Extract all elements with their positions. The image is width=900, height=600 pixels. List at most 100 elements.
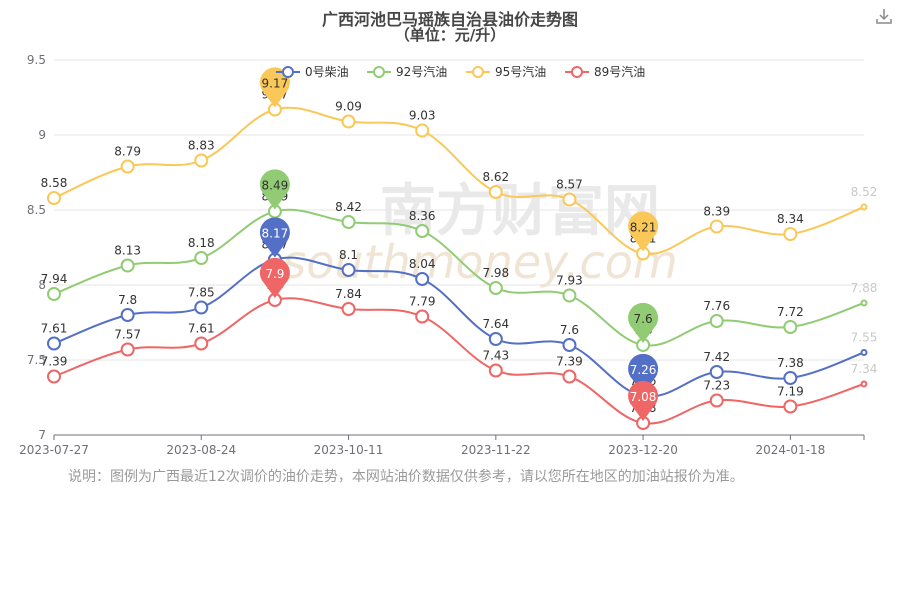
data-label: 9.09 — [335, 100, 362, 114]
data-point — [194, 251, 209, 265]
data-label: 7.6 — [560, 323, 579, 337]
chart-title: 广西河池巴马瑶族自治县油价走势图 — [321, 10, 578, 29]
data-point — [488, 363, 503, 378]
data-point — [120, 258, 135, 273]
data-point — [47, 191, 61, 205]
data-point — [709, 219, 724, 234]
legend-label: 89号汽油 — [594, 64, 645, 79]
data-point — [783, 399, 798, 414]
data-point — [415, 224, 430, 238]
data-label: 8.52 — [851, 185, 878, 199]
data-point — [47, 336, 61, 351]
legend-label: 95号汽油 — [495, 64, 546, 79]
min-pin-label: 8.21 — [630, 221, 657, 235]
x-tick-label: 2023-12-20 — [608, 443, 678, 457]
data-point — [783, 320, 798, 334]
data-label: 7.72 — [777, 305, 804, 319]
data-point — [194, 153, 209, 168]
extreme-pins: 8.17 7.26 8.49 7.6 9.17 8.21 7.9 7.08 — [259, 67, 659, 421]
data-label: 7.23 — [703, 379, 730, 393]
min-pin-label: 7.08 — [630, 390, 657, 404]
data-label: 7.94 — [41, 272, 68, 286]
data-label: 7.34 — [851, 362, 878, 376]
legend-marker — [373, 66, 385, 78]
data-label: 8.79 — [114, 145, 141, 159]
data-label: 7.61 — [188, 322, 215, 336]
data-label: 8.42 — [335, 200, 362, 214]
data-label: 7.76 — [703, 299, 730, 313]
data-label: 7.42 — [703, 350, 730, 364]
data-label: 8.83 — [188, 139, 215, 153]
data-point — [709, 393, 724, 408]
data-point — [341, 114, 356, 129]
min-pin — [628, 302, 659, 343]
data-label: 8.13 — [114, 244, 141, 258]
data-label: 8.58 — [41, 176, 68, 190]
chart-subtitle: （单位：元/升） — [394, 26, 506, 44]
data-label: 7.64 — [482, 317, 509, 331]
legend-label: 0号柴油 — [305, 65, 349, 79]
data-point — [562, 338, 577, 352]
footnote: 说明：图例为广西最近12次调价的油价走势，本网站油价数据仅供参考，请以您所在地区… — [68, 469, 744, 485]
x-tick-label: 2023-08-24 — [166, 443, 236, 457]
data-label: 7.98 — [482, 266, 509, 280]
min-pin-label: 7.6 — [634, 312, 653, 326]
data-label: 7.93 — [556, 274, 583, 288]
data-point — [860, 203, 868, 211]
data-point — [860, 299, 868, 307]
legend-item[interactable]: 92号汽油 — [367, 64, 447, 79]
data-label: 7.19 — [777, 385, 804, 399]
x-tick-label: 2024-01-18 — [755, 443, 825, 457]
data-label: 9.03 — [409, 109, 436, 123]
data-point — [120, 342, 135, 357]
data-label: 8.1 — [339, 248, 358, 262]
data-label: 7.55 — [851, 331, 878, 345]
max-pin-label: 7.9 — [265, 267, 284, 281]
y-tick-label: 7 — [38, 428, 46, 442]
legend-item[interactable]: 0号柴油 — [276, 65, 349, 79]
data-label: 8.04 — [409, 257, 436, 271]
min-pin-label: 7.26 — [630, 363, 657, 377]
data-label: 8.39 — [703, 205, 730, 219]
data-point — [415, 272, 430, 286]
data-point — [341, 302, 356, 316]
data-label: 8.36 — [409, 209, 436, 223]
legend-label: 92号汽油 — [396, 64, 447, 79]
max-pin — [259, 67, 290, 108]
data-label: 7.84 — [335, 287, 362, 301]
max-pin-label: 8.17 — [262, 227, 289, 241]
data-label: 7.79 — [409, 295, 436, 309]
legend-item[interactable]: 89号汽油 — [565, 64, 645, 79]
data-point — [341, 215, 356, 229]
max-pin — [259, 217, 290, 258]
max-pin-label: 9.17 — [262, 77, 289, 91]
download-icon[interactable] — [874, 6, 894, 26]
data-point — [194, 300, 209, 315]
y-tick-label: 8.5 — [27, 203, 46, 217]
data-label: 8.18 — [188, 236, 215, 250]
max-pin — [259, 169, 290, 210]
legend-item[interactable]: 95号汽油 — [466, 64, 546, 79]
data-label: 8.57 — [556, 178, 583, 192]
data-point — [562, 369, 577, 384]
data-point — [194, 336, 209, 351]
max-pin-label: 8.49 — [262, 179, 289, 193]
data-point — [415, 309, 430, 324]
data-point — [562, 288, 577, 303]
data-point — [860, 380, 868, 388]
data-label: 7.61 — [41, 322, 68, 336]
data-point — [341, 263, 356, 277]
data-label: 7.39 — [556, 355, 583, 369]
data-label: 7.38 — [777, 356, 804, 370]
data-label: 8.62 — [482, 170, 509, 184]
data-point — [860, 349, 868, 356]
y-tick-label: 7.5 — [27, 353, 46, 367]
legend[interactable]: 0号柴油 92号汽油 95号汽油 89号汽油 — [276, 64, 645, 79]
data-point — [120, 159, 135, 174]
data-label: 7.88 — [851, 281, 878, 295]
watermark-url: southmoney.com — [282, 235, 677, 289]
data-label: 7.8 — [118, 293, 137, 307]
x-tick-label: 2023-10-11 — [314, 443, 384, 457]
